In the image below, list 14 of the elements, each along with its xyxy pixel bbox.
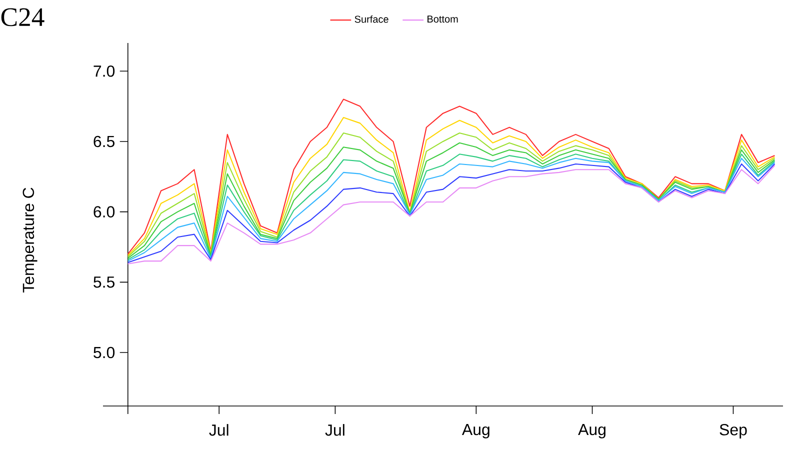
x-tick-label: Aug [578,424,606,438]
y-tick-label: 6.5 [94,136,114,148]
y-axis-title: Temperature C [22,188,38,293]
x-tick-label: Jul [325,424,344,436]
chart-title: C24 [1,8,44,26]
y-tick-label: 6.0 [94,206,115,218]
legend-label: Surface [354,15,388,23]
x-tick-label: Jul [209,424,228,436]
x-tick-label: Sep [720,424,747,439]
y-tick-label: 7.0 [94,65,115,77]
x-tick-label: Aug [462,424,490,438]
y-tick-label: 5.0 [94,346,115,358]
y-tick-label: 5.5 [94,276,114,288]
legend-label: Bottom [428,16,458,23]
